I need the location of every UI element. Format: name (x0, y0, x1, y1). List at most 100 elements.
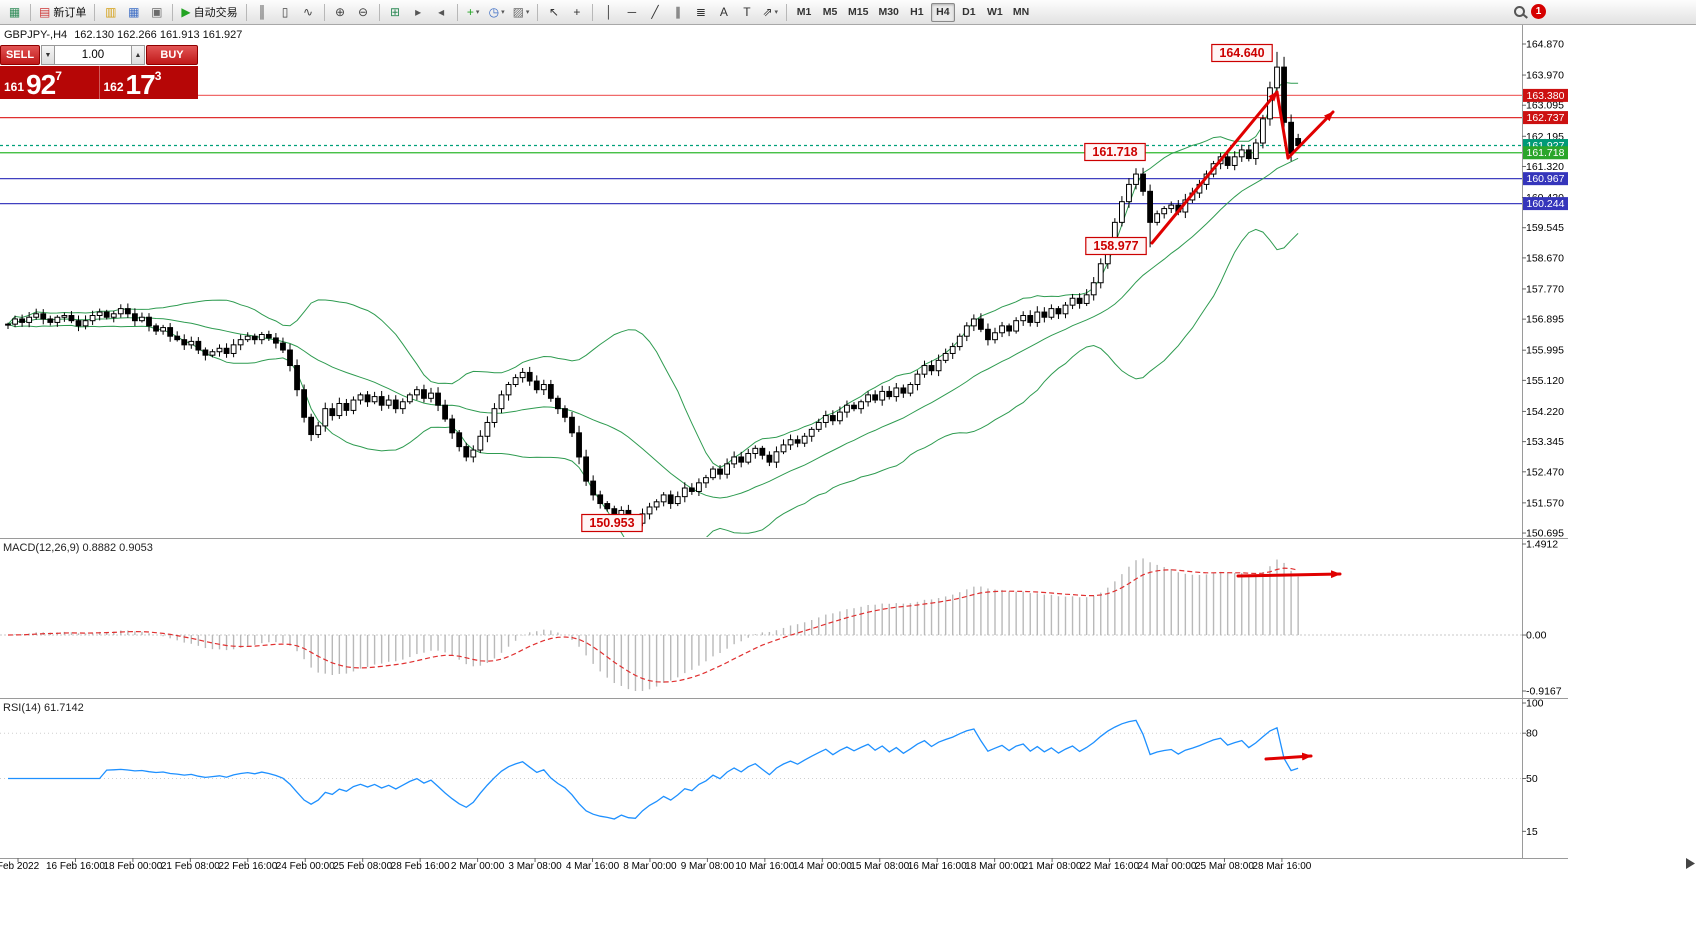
tile-windows-icon[interactable]: ⊞ (385, 2, 406, 22)
price-tag-162.737: 162.737 (1523, 111, 1568, 125)
svg-text:0.00: 0.00 (1526, 630, 1547, 642)
price-annotation-150.953[interactable]: 150.953 (581, 513, 643, 533)
timeframe-W1[interactable]: W1 (987, 6, 1003, 18)
zoom-in-icon[interactable]: ⊕ (330, 2, 351, 22)
price-annotation-161.718[interactable]: 161.718 (1084, 142, 1146, 162)
timeframe-H4[interactable]: H4 (930, 2, 955, 22)
chart-window-icon[interactable]: ▦ (4, 2, 25, 22)
text-icon[interactable]: A (713, 2, 734, 22)
rsi-flat-arrow (1264, 752, 1313, 761)
zoom-out-icon[interactable]: ⊖ (353, 2, 374, 22)
crosshair-icon[interactable]: + (566, 2, 587, 22)
horizontal-line-icon[interactable]: ─ (621, 2, 642, 22)
chart-shift-icon[interactable]: ◂ (431, 2, 452, 22)
cursor-icon: ↖ (548, 5, 559, 19)
scroll-end-icon (1686, 858, 1695, 869)
toolbar-group: ▶ 自动交易 (177, 2, 241, 22)
horizontal-level-lines[interactable] (0, 94, 1522, 205)
equidistant-channel-icon[interactable]: ∥ (667, 2, 688, 22)
svg-text:163.380: 163.380 (1527, 90, 1565, 102)
templates-icon[interactable]: ▨ ▾ (510, 2, 533, 22)
svg-text:160.967: 160.967 (1527, 173, 1565, 185)
periods-icon[interactable]: ◷ ▾ (486, 2, 508, 22)
buy-button[interactable]: BUY (146, 45, 198, 65)
timeframe-M5[interactable]: M5 (822, 6, 838, 18)
templates-icon: ▨ (512, 5, 524, 19)
indicators-add-icon-dropdown[interactable]: ▾ (475, 9, 480, 16)
price-annotation-164.640[interactable]: 164.640 (1211, 43, 1273, 63)
sell-price-display[interactable]: 161 92 7 (0, 66, 100, 99)
toolbar-separator (172, 3, 174, 21)
history-center-icon[interactable]: ▥ (100, 2, 121, 22)
volume-input[interactable] (55, 45, 131, 65)
svg-text:152.470: 152.470 (1526, 466, 1564, 478)
arrows-icon-dropdown[interactable]: ▾ (774, 9, 779, 16)
macd-indicator: 1.4912 0.00 -0.9167 MACD(12,26,9) 0.8882 0.… (0, 539, 1562, 698)
price-axis: 164.870163.970163.095162.195161.320160.4… (1522, 39, 1568, 540)
svg-text:21 Feb 08:00: 21 Feb 08:00 (161, 861, 220, 872)
market-watch-icon[interactable]: ▦ (123, 2, 144, 22)
timeframe-M15[interactable]: M15 (848, 6, 869, 18)
cursor-icon[interactable]: ↖ (543, 2, 564, 22)
trend-pullback-line (1275, 90, 1290, 160)
volume-increase-button[interactable]: ▲ (131, 45, 145, 65)
search-icon[interactable] (1514, 6, 1525, 17)
toolbar-group: + ▾ ◷ ▾ ▨ ▾ (462, 2, 534, 22)
toolbar-group: ▥ ▦ ▣ (99, 2, 168, 22)
sell-button[interactable]: SELL (0, 45, 40, 65)
svg-text:151.570: 151.570 (1526, 497, 1564, 509)
svg-text:4 Mar 16:00: 4 Mar 16:00 (566, 861, 620, 872)
svg-text:2 Mar 00:00: 2 Mar 00:00 (451, 861, 505, 872)
timeframe-M1[interactable]: M1 (796, 6, 812, 18)
svg-text:153.345: 153.345 (1526, 436, 1564, 448)
line-chart-icon: ∿ (303, 5, 314, 19)
timeframe-D1[interactable]: D1 (962, 6, 976, 18)
market-watch-icon: ▦ (128, 5, 140, 19)
candlestick-chart-icon[interactable]: ▯ (275, 2, 296, 22)
autotrading-button[interactable]: ▶ 自动交易 (178, 2, 240, 22)
price-tag-160.244: 160.244 (1523, 197, 1568, 211)
svg-text:21 Mar 08:00: 21 Mar 08:00 (1023, 861, 1082, 872)
trade-controls-row: SELL ▼ ▲ BUY (0, 45, 198, 65)
toolbar-separator (245, 3, 247, 21)
toolbar-group: ║ ▯ ∿ (251, 2, 320, 22)
bollinger-bands (7, 81, 1299, 537)
periods-icon-dropdown[interactable]: ▾ (501, 9, 505, 16)
new-order-button[interactable]: ▤ 新订单 (36, 2, 89, 22)
indicators-add-icon[interactable]: + ▾ (463, 2, 484, 22)
timeframe-MN[interactable]: MN (1012, 6, 1030, 18)
text-label-icon[interactable]: T (736, 2, 757, 22)
svg-text:Feb 2022: Feb 2022 (0, 861, 40, 872)
rsi-line (8, 719, 1299, 820)
line-chart-icon[interactable]: ∿ (298, 2, 319, 22)
price-annotation-158.977[interactable]: 158.977 (1085, 236, 1147, 256)
volume-decrease-button[interactable]: ▼ (41, 45, 55, 65)
autotrading-button-label: 自动交易 (193, 7, 238, 19)
trendline-icon[interactable]: ╱ (644, 2, 665, 22)
timeframe-M30[interactable]: M30 (878, 6, 899, 18)
price-annotations[interactable]: 164.640 161.718 158.977 150.953 (581, 43, 1273, 533)
arrows-icon[interactable]: ⇗ ▾ (759, 2, 781, 22)
buy-price-display[interactable]: 162 17 3 (100, 66, 199, 99)
data-window-icon[interactable]: ▣ (146, 2, 167, 22)
trend-arrows[interactable] (1150, 90, 1342, 761)
toolbar-group: ▤ 新订单 (35, 2, 90, 22)
templates-icon-dropdown[interactable]: ▾ (525, 9, 530, 16)
rsi-label: RSI(14) 61.7142 (3, 702, 84, 714)
svg-text:24 Feb 00:00: 24 Feb 00:00 (276, 861, 335, 872)
auto-scroll-icon[interactable]: ▸ (408, 2, 429, 22)
toolbar-separator (592, 3, 594, 21)
buy-price-point: 3 (154, 69, 162, 83)
svg-text:163.095: 163.095 (1526, 100, 1564, 112)
trend-forecast-arrow (1286, 110, 1335, 160)
notification-badge[interactable]: 1 (1531, 4, 1546, 19)
timeframe-H1[interactable]: H1 (910, 6, 924, 18)
volume-spinner: ▼ ▲ (41, 45, 145, 65)
toolbar-group: ⊕ ⊖ (329, 2, 375, 22)
bar-chart-icon[interactable]: ║ (252, 2, 273, 22)
fibonacci-icon[interactable]: ≣ (690, 2, 711, 22)
vertical-line-icon[interactable]: │ (598, 2, 619, 22)
svg-text:28 Feb 16:00: 28 Feb 16:00 (391, 861, 450, 872)
price-tag-160.967: 160.967 (1523, 172, 1568, 186)
